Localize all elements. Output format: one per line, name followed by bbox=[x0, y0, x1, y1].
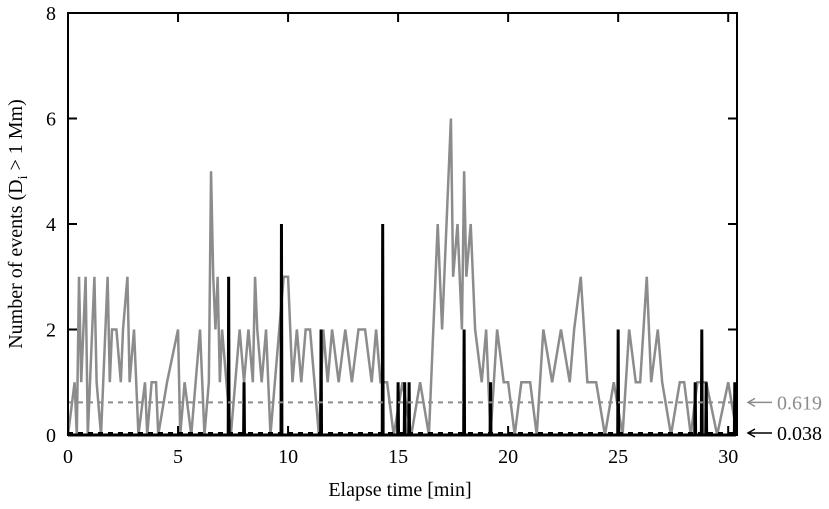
y-tick-label: 8 bbox=[46, 3, 56, 25]
arrow-head bbox=[746, 428, 756, 438]
x-tick-label: 15 bbox=[388, 446, 408, 468]
y-tick-label: 6 bbox=[46, 109, 56, 131]
x-tick-label: 20 bbox=[498, 446, 518, 468]
y-tick-label: 4 bbox=[46, 214, 56, 236]
x-tick-label: 0 bbox=[63, 446, 73, 468]
x-tick-label: 30 bbox=[718, 446, 738, 468]
y-tick-label: 0 bbox=[46, 425, 56, 447]
x-tick-label: 10 bbox=[278, 446, 298, 468]
y-label-part: > 1 Mm) bbox=[5, 99, 27, 175]
x-tick-label: 5 bbox=[173, 446, 183, 468]
y-tick-label: 2 bbox=[46, 320, 56, 342]
series-line bbox=[68, 223, 737, 437]
mean-label: 0.619 bbox=[777, 392, 822, 414]
arrow-head bbox=[746, 397, 756, 407]
y-label-part: Number of events (D bbox=[5, 179, 27, 348]
y-axis-label: Number of events (Di > 1 Mm) bbox=[5, 99, 31, 349]
x-tick-label: 25 bbox=[608, 446, 628, 468]
mean-label: 0.038 bbox=[777, 423, 822, 445]
series-line bbox=[66, 118, 739, 436]
x-axis-label: Elapse time [min] bbox=[328, 479, 471, 501]
y-label-sub: i bbox=[16, 175, 31, 179]
